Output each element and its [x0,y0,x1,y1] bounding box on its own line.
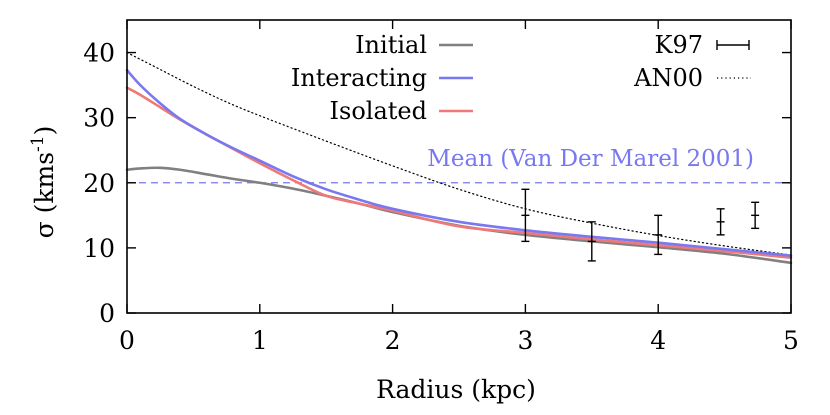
errorbar-point [654,214,663,256]
svg-text:σ (kms-1): σ (kms-1) [28,126,59,239]
plot-frame [126,19,792,314]
legend-swatch-errorbar [716,40,750,50]
x-tick-label: 1 [252,326,268,355]
legend: Initial Interacting Isolated K97 AN00 [291,31,751,125]
y-axis-label: σ (kms-1) [28,126,59,239]
ticks-layer: 0 1 2 3 4 5 0 10 20 30 40 [83,20,799,355]
x-tick-label: 3 [517,326,533,355]
errorbar-point [751,201,760,230]
series-line-interacting [125,68,793,258]
x-tick-label: 5 [783,326,799,355]
axes-layer [126,19,792,314]
series-line-isolated [125,86,793,259]
y-axis-label-main: σ (kms [30,152,59,238]
x-tick-label: 2 [385,326,401,355]
errorbar-point [587,221,596,262]
y-tick-label: 10 [83,234,115,263]
y-axis-label-superscript: -1 [28,135,48,152]
legend-label-interacting: Interacting [291,64,427,92]
legend-label-an00: AN00 [633,64,703,92]
legend-label-isolated: Isolated [330,97,427,125]
x-tick-label: 0 [119,326,135,355]
reference-line-label: Mean (Van Der Marel 2001) [427,146,754,172]
errorbar-point [716,208,725,236]
y-tick-label: 20 [83,169,115,198]
y-tick-label: 0 [99,299,115,328]
errorbar-layer [521,188,760,262]
y-tick-label: 40 [83,39,115,68]
y-tick-label: 30 [83,104,115,133]
x-tick-label: 4 [650,326,666,355]
x-axis-label: Radius (kpc) [376,375,536,404]
legend-label-initial: Initial [355,31,427,59]
legend-label-k97: K97 [655,31,703,59]
y-axis-label-close: ) [30,126,59,136]
errorbar-point [521,188,530,243]
